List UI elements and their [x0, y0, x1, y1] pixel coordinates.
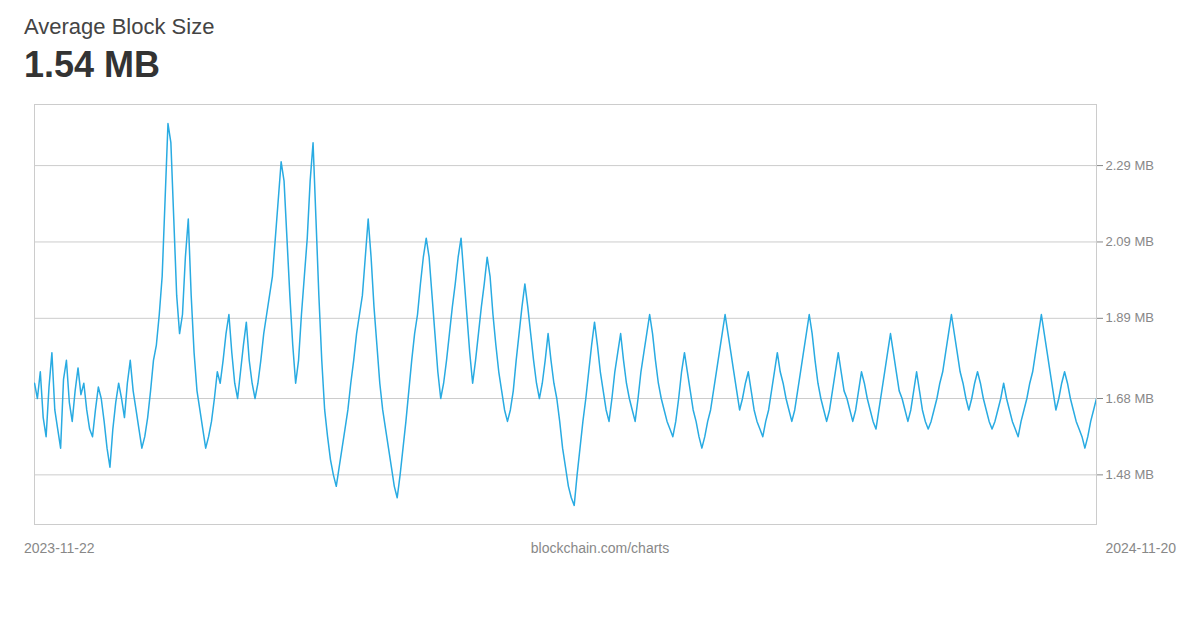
html-text:2024-11-20: 2024-11-20 [1105, 540, 1176, 556]
html-text:Average Block Size: Average Block Size [24, 14, 215, 39]
svg-text:2.09 MB: 2.09 MB [1106, 234, 1154, 249]
html-text:2023-11-22: 2023-11-22 [24, 540, 95, 556]
svg-text:1.48 MB: 1.48 MB [1106, 467, 1154, 482]
svg-text:2.29 MB: 2.29 MB [1106, 158, 1154, 173]
html-text:1.54 MB: 1.54 MB [24, 44, 161, 85]
html-text:blockchain.com/charts: blockchain.com/charts [530, 540, 670, 556]
svg-text:1.89 MB: 1.89 MB [1106, 310, 1154, 325]
svg-text:1.68 MB: 1.68 MB [1106, 391, 1154, 406]
